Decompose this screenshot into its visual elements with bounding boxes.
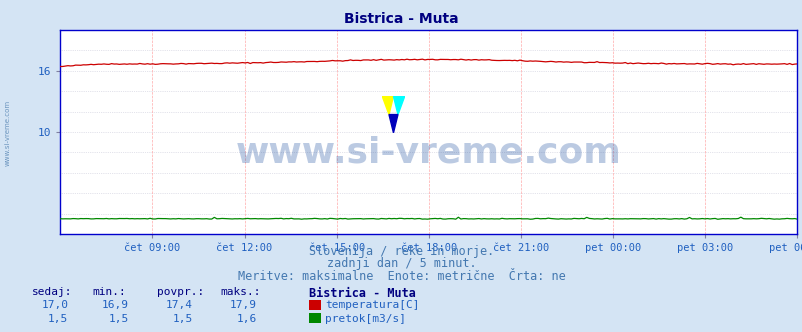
Polygon shape <box>393 96 404 115</box>
Text: 1,6: 1,6 <box>237 314 257 324</box>
Text: sedaj:: sedaj: <box>32 287 72 297</box>
Text: 1,5: 1,5 <box>172 314 192 324</box>
Text: 17,4: 17,4 <box>165 300 192 310</box>
Text: Bistrica - Muta: Bistrica - Muta <box>309 287 415 300</box>
Polygon shape <box>382 96 393 115</box>
Text: Bistrica - Muta: Bistrica - Muta <box>344 12 458 26</box>
Text: 1,5: 1,5 <box>108 314 128 324</box>
Polygon shape <box>388 115 398 133</box>
Text: maks.:: maks.: <box>221 287 261 297</box>
Text: www.si-vreme.com: www.si-vreme.com <box>5 100 11 166</box>
Text: www.si-vreme.com: www.si-vreme.com <box>236 135 621 169</box>
Text: min.:: min.: <box>92 287 126 297</box>
Text: 17,0: 17,0 <box>41 300 68 310</box>
Text: 17,9: 17,9 <box>229 300 257 310</box>
Text: povpr.:: povpr.: <box>156 287 204 297</box>
Text: temperatura[C]: temperatura[C] <box>325 300 419 310</box>
Text: 16,9: 16,9 <box>101 300 128 310</box>
Text: Slovenija / reke in morje.: Slovenija / reke in morje. <box>309 245 493 258</box>
Text: 1,5: 1,5 <box>48 314 68 324</box>
Text: pretok[m3/s]: pretok[m3/s] <box>325 314 406 324</box>
Text: Meritve: maksimalne  Enote: metrične  Črta: ne: Meritve: maksimalne Enote: metrične Črta… <box>237 270 565 283</box>
Text: zadnji dan / 5 minut.: zadnji dan / 5 minut. <box>326 257 476 270</box>
